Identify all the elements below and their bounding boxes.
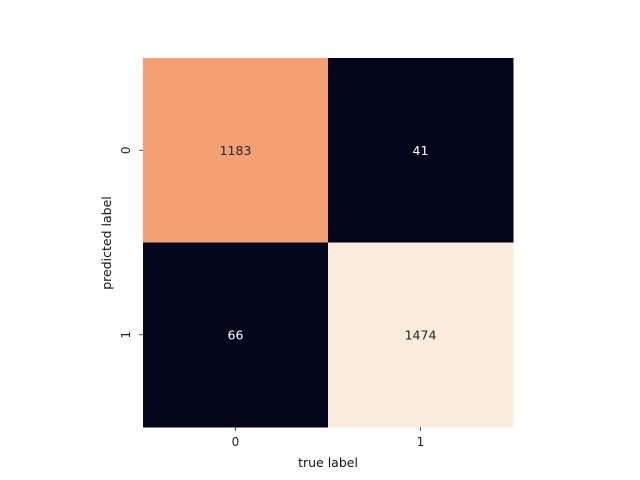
heatmap-cell-0-1 (328, 58, 514, 243)
y-tick-label-1: 1 (119, 331, 133, 339)
heatmap-cell-value-0-1: 41 (413, 143, 429, 158)
y-axis-label: predicted label (99, 196, 114, 290)
heatmap-cell-1-1 (328, 242, 514, 428)
y-tick-label-0: 0 (119, 146, 133, 154)
y-axis-ticks: 01 (119, 146, 143, 339)
heatmap-cell-value-0-0: 1183 (220, 143, 252, 158)
heatmap-cell-value-1-0: 66 (228, 327, 244, 342)
heatmap-cells (143, 58, 514, 428)
heatmap-cell-labels: 1183 41 66 1474 (220, 143, 437, 343)
x-tick-label-0: 0 (232, 435, 240, 449)
heatmap-cell-value-1-1: 1474 (405, 327, 437, 342)
x-axis-label: true label (298, 455, 358, 470)
heatmap-cell-0-0 (143, 58, 329, 243)
heatmap-cell-1-0 (143, 242, 329, 428)
x-tick-label-1: 1 (417, 435, 425, 449)
